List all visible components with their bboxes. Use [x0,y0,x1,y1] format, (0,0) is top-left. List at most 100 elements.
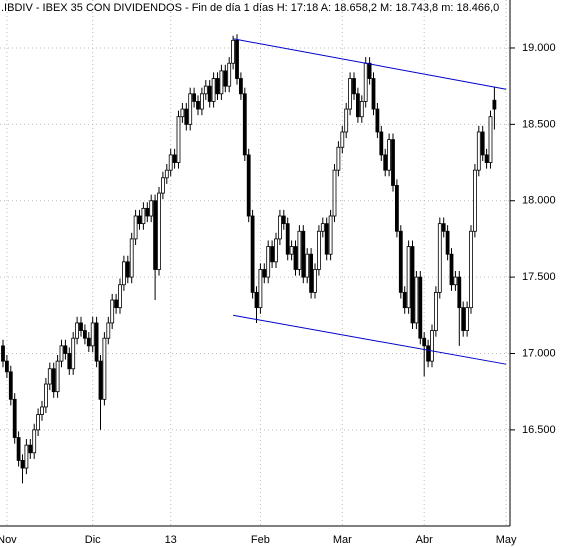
candle-body [289,246,294,255]
candle-body [44,383,48,408]
candle-body [430,330,434,362]
y-tick-label: 18.500 [522,118,556,130]
candle-body [110,299,115,324]
candle-body [211,78,216,102]
candle-body [32,429,37,454]
candle-body [352,78,356,95]
candle-body [398,230,403,293]
trend-line [233,314,507,365]
candle-body [40,406,44,415]
candle-body [274,238,278,263]
candle-body [102,337,107,400]
candle-body [324,223,329,255]
candle-body [90,322,95,347]
candle-body [254,291,259,309]
candle-body [336,146,341,171]
candle-body [344,108,349,133]
y-tick-label: 17.500 [522,271,556,283]
candle-body [422,337,427,347]
candle-body [480,131,485,156]
x-tick-label: May [496,534,517,546]
candle-body [348,78,353,110]
candle-body [51,368,56,393]
candle-body [24,444,29,469]
candle-body [231,39,236,64]
candle-body [55,360,60,393]
candle-body [262,269,267,278]
trend-line [233,38,507,90]
candle-body [235,39,239,79]
candle-body [168,154,173,171]
candle-body [20,460,25,469]
candle-body [281,215,286,225]
candle-body [293,246,298,270]
candle-body [297,230,302,270]
candle-body [75,322,79,339]
candle-body [94,322,99,362]
candle-body [199,93,204,110]
chart-title: .IBDIV - IBEX 35 CON DIVIDENDOS - Fin de… [1,2,499,14]
candle-body [332,169,337,217]
candle-body [469,230,473,309]
candle-body [301,230,306,278]
candle-body [160,177,165,194]
candle-body [188,93,193,125]
candle-body [141,207,146,225]
candle-body [8,371,13,400]
candle-body [320,223,325,232]
candle-body [196,101,200,110]
candle-body [86,337,91,347]
candle-body [172,154,177,163]
candle-body [133,215,138,240]
candle-body [406,246,411,309]
candle-body [242,93,247,156]
candle-body [316,230,321,270]
candle-body [227,62,232,87]
candle-body [309,253,314,293]
x-tick-label: Mar [333,534,352,546]
candle-body [83,330,87,339]
candle-body [28,444,33,454]
candle-body [277,215,282,240]
candle-body [106,322,111,339]
candle-body [207,85,212,102]
candle-body [379,131,384,156]
candle-body [426,345,431,362]
candle-body [266,246,271,278]
candle-body [203,85,208,95]
candle-body [402,291,407,309]
candle-body [118,284,122,309]
candle-body [164,169,169,179]
y-tick-label: 17.000 [522,347,556,359]
candle-body [129,238,134,278]
candle-body [340,131,345,148]
y-tick-label: 16.500 [522,424,556,436]
candle-body [145,207,150,217]
candle-body [453,276,458,286]
candle-body [465,307,470,331]
x-tick-label: Dic [85,534,101,546]
candle-body [63,345,68,354]
candle-body [328,215,333,255]
candle-body [359,101,364,118]
candle-body [59,345,64,362]
candle-body [371,78,376,110]
candle-body [36,414,40,431]
candle-body [285,223,290,255]
candle-body [219,70,224,95]
candle-body [461,307,466,331]
candle-body [238,78,243,95]
candle-body [122,261,126,286]
candle-body [180,108,185,118]
candle-body [16,437,21,461]
candle-body [98,360,103,400]
candle-body [12,398,17,438]
x-tick-label: Nov [0,534,17,546]
y-tick-label: 19.000 [522,42,556,54]
y-tick-label: 18.000 [522,195,556,207]
x-tick-label: 13 [165,534,177,546]
candle-body [457,276,462,309]
candle-body [472,169,477,232]
